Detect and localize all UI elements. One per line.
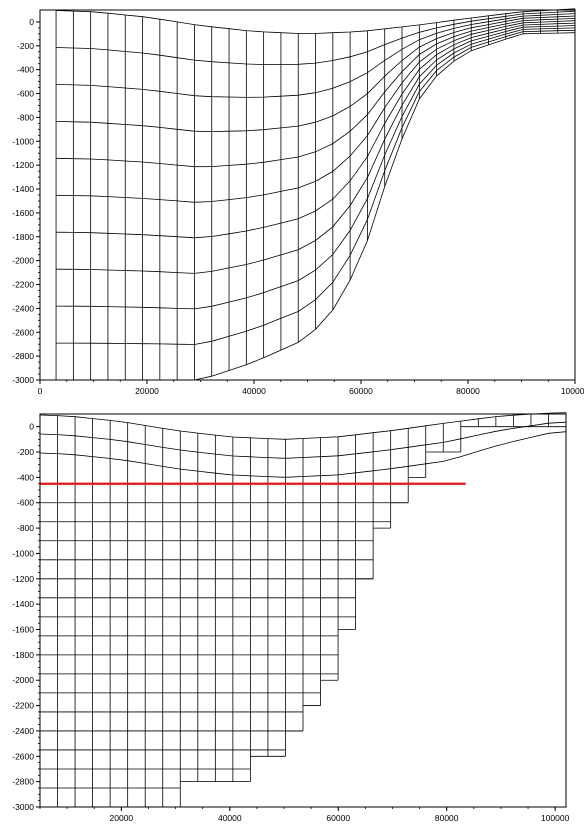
panel1-y-tick-label: -2200 xyxy=(12,280,34,290)
panel2-y-tick-label: -400 xyxy=(17,472,34,482)
panel2-y-tick-label: -2600 xyxy=(12,751,34,761)
panel1-y-tick-label: -2400 xyxy=(12,303,34,313)
panel2-y-tick-label: -1600 xyxy=(12,625,34,635)
panel2-x-tick-label: 80000 xyxy=(435,813,459,823)
panel2-y-tick-label: -600 xyxy=(17,498,34,508)
panel2-y-tick-label: -200 xyxy=(17,447,34,457)
panel1-y-tick-label: -400 xyxy=(17,65,34,75)
panel1-y-tick-label: -2000 xyxy=(12,256,34,266)
panel-z-level-mesh: 0 -200 -400 -600 -800 -1000 -1200 -1400 -1600 -18… xyxy=(12,412,570,823)
panel1-y-tick-label: -600 xyxy=(17,89,34,99)
panel2-y-tick-label: -2200 xyxy=(12,701,34,711)
free-surface-line xyxy=(39,412,567,440)
panel2-y-tick-label: -1400 xyxy=(12,599,34,609)
panel1-y-tick-label: -1800 xyxy=(12,232,34,242)
panel1-y-tick-label: -200 xyxy=(17,41,34,51)
panel2-y-tick-label: -2800 xyxy=(12,777,34,787)
panel1-y-tick-label: -2800 xyxy=(12,351,34,361)
panel2-x-tick-label: 100000 xyxy=(541,813,570,823)
panel1-y-tick-label: -1600 xyxy=(12,208,34,218)
panel2-x-tick-label: 60000 xyxy=(326,813,350,823)
panel1-y-tick-label: -1200 xyxy=(12,160,34,170)
panel1-y-tick-label: -1400 xyxy=(12,184,34,194)
panel2-y-tick-label: -2000 xyxy=(12,675,34,685)
panel1-x-tick-label: 60000 xyxy=(349,386,373,396)
panel1-x-tick-label: 100000 xyxy=(561,386,584,396)
panel1-x-tick-label: 0 xyxy=(38,386,43,396)
panel2-y-tick-label: -1000 xyxy=(12,548,34,558)
panel1-plot-frame xyxy=(39,9,576,381)
panel1-x-tick-label: 20000 xyxy=(135,386,159,396)
free-surface-line xyxy=(55,8,576,34)
panel1-x-tick-label: 80000 xyxy=(456,386,480,396)
panel-terrain-following-mesh: 0 -200 -400 -600 -800 -1000 -1200 -1400 -1600 -18… xyxy=(12,8,584,396)
panel1-y-tick-label: -2600 xyxy=(12,327,34,337)
panel2-y-tick-label: -800 xyxy=(17,523,34,533)
panel1-x-tick-label: 40000 xyxy=(242,386,266,396)
panel2-x-tick-label: 20000 xyxy=(110,813,134,823)
panel2-y-tick-label: 0 xyxy=(29,422,34,432)
panel2-x-tick-label: 40000 xyxy=(218,813,242,823)
panel2-y-tick-label: -1800 xyxy=(12,650,34,660)
panel1-y-tick-label: -3000 xyxy=(12,375,34,385)
panel2-y-tick-label: -3000 xyxy=(12,802,34,812)
panel1-y-tick-label: 0 xyxy=(29,17,34,27)
panel1-y-tick-label: -800 xyxy=(17,112,34,122)
panel1-y-tick-label: -1000 xyxy=(12,136,34,146)
panel2-y-tick-label: -2400 xyxy=(12,726,34,736)
panel2-y-tick-label: -1200 xyxy=(12,574,34,584)
